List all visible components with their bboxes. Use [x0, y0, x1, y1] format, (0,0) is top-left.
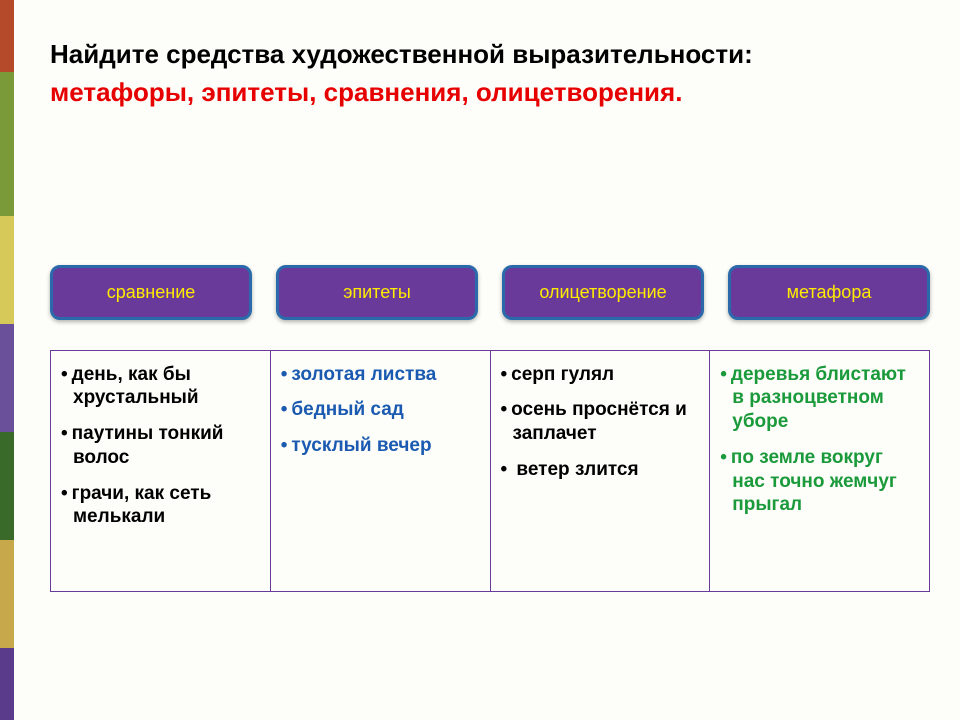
- list-item: паутины тонкий волос: [61, 422, 260, 470]
- examples-table: день, как бы хрустальный паутины тонкий …: [50, 350, 930, 592]
- list-comparison: день, как бы хрустальный паутины тонкий …: [61, 363, 260, 530]
- pill-personification: олицетворение: [502, 265, 704, 320]
- list-item: тусклый вечер: [281, 434, 480, 458]
- col-comparison: день, как бы хрустальный паутины тонкий …: [51, 351, 271, 591]
- list-epithets: золотая листва бедный сад тусклый вечер: [281, 363, 480, 458]
- col-metaphor: деревья блистают в разноцветном уборе по…: [710, 351, 929, 591]
- list-item: по земле вокруг нас точно жемчуг прыгал: [720, 446, 919, 517]
- list-item: серп гулял: [501, 363, 700, 387]
- list-item: грачи, как сеть мелькали: [61, 482, 260, 530]
- slide-content: Найдите средства художественной выразите…: [50, 38, 930, 592]
- list-item: осень проснётся и заплачет: [501, 398, 700, 446]
- heading-line-1: Найдите средства художественной выразите…: [50, 38, 930, 72]
- list-item: золотая листва: [281, 363, 480, 387]
- category-pills-row: сравнение эпитеты олицетворение метафора: [50, 265, 930, 320]
- list-item: деревья блистают в разноцветном уборе: [720, 363, 919, 434]
- list-metaphor: деревья блистают в разноцветном уборе по…: [720, 363, 919, 518]
- list-item: бедный сад: [281, 398, 480, 422]
- list-personification: серп гулял осень проснётся и заплачет ве…: [501, 363, 700, 482]
- col-epithets: золотая листва бедный сад тусклый вечер: [271, 351, 491, 591]
- heading-line-2: метафоры, эпитеты, сравнения, олицетворе…: [50, 76, 930, 110]
- list-item: ветер злится: [501, 458, 700, 482]
- col-personification: серп гулял осень проснётся и заплачет ве…: [491, 351, 711, 591]
- pill-metaphor: метафора: [728, 265, 930, 320]
- pill-comparison: сравнение: [50, 265, 252, 320]
- list-item: день, как бы хрустальный: [61, 363, 260, 411]
- slide-heading: Найдите средства художественной выразите…: [50, 38, 930, 110]
- pill-epithets: эпитеты: [276, 265, 478, 320]
- decorative-left-strip: [0, 0, 14, 720]
